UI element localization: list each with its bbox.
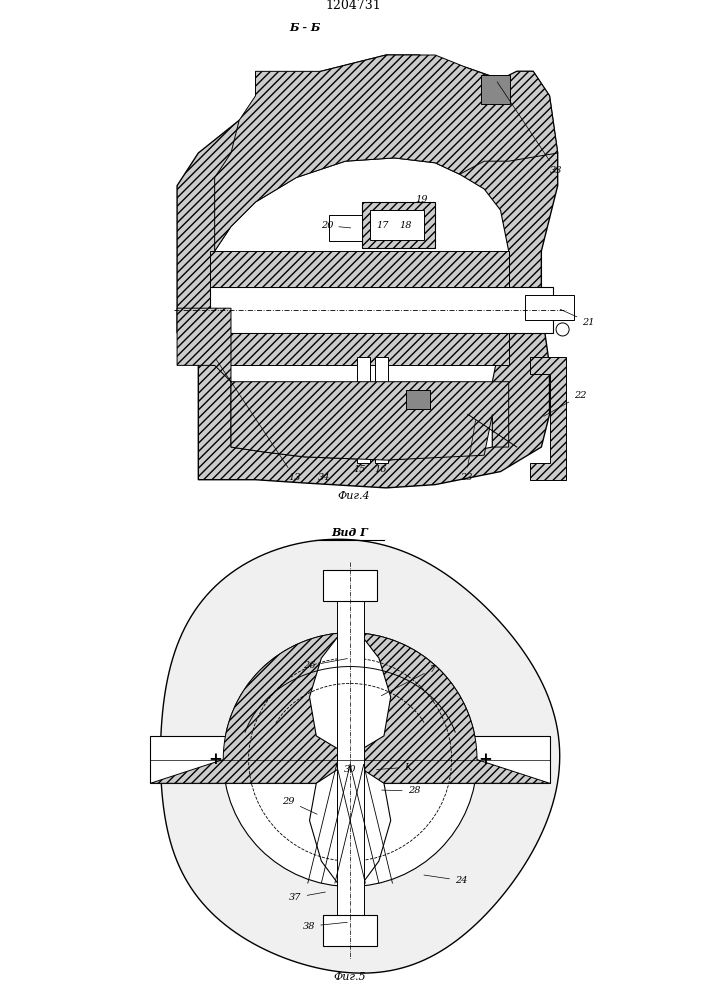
Polygon shape: [160, 539, 560, 973]
Text: 21: 21: [560, 309, 595, 327]
Bar: [323, 570, 378, 601]
Text: 1204731: 1204731: [326, 0, 381, 12]
Text: +: +: [479, 751, 492, 768]
Text: 33: 33: [497, 82, 562, 175]
Text: 7: 7: [381, 665, 436, 696]
Bar: [151, 736, 550, 783]
Text: 22: 22: [544, 391, 587, 416]
Bar: [357, 357, 370, 463]
Bar: [406, 390, 431, 409]
Polygon shape: [215, 158, 508, 460]
Polygon shape: [151, 633, 550, 783]
Text: 38: 38: [303, 922, 347, 931]
Text: Вид Г: Вид Г: [332, 527, 368, 538]
Circle shape: [556, 323, 569, 336]
Bar: [375, 357, 388, 463]
Text: 34: 34: [317, 473, 330, 482]
Polygon shape: [177, 55, 558, 488]
Text: 18: 18: [399, 221, 411, 230]
Text: 29: 29: [282, 797, 317, 814]
Text: 28: 28: [382, 786, 420, 795]
Text: 19: 19: [416, 195, 428, 204]
Polygon shape: [210, 251, 508, 287]
Polygon shape: [310, 621, 391, 756]
Circle shape: [223, 633, 477, 886]
Text: Б - Б: Б - Б: [288, 22, 320, 33]
Text: K: K: [377, 763, 411, 772]
Bar: [323, 915, 378, 946]
Text: 20: 20: [321, 221, 351, 230]
Text: 37: 37: [289, 892, 325, 902]
Text: 26: 26: [303, 659, 347, 670]
Bar: [525, 295, 574, 320]
Polygon shape: [231, 382, 508, 460]
Polygon shape: [362, 202, 436, 248]
Text: 30: 30: [344, 765, 356, 774]
Bar: [481, 75, 510, 104]
Bar: [370, 210, 423, 240]
Text: 23: 23: [460, 420, 476, 482]
Polygon shape: [215, 55, 558, 251]
Bar: [329, 215, 362, 241]
Text: +: +: [208, 751, 222, 768]
Text: 13: 13: [216, 360, 300, 482]
Polygon shape: [177, 308, 231, 382]
Polygon shape: [210, 333, 508, 365]
Text: Фиг.5: Фиг.5: [334, 972, 366, 982]
Polygon shape: [310, 761, 391, 900]
Text: Фиг.4: Фиг.4: [337, 491, 370, 501]
Polygon shape: [530, 357, 566, 480]
Text: 17: 17: [376, 221, 389, 230]
Text: 24: 24: [424, 875, 467, 885]
Text: 16: 16: [375, 465, 387, 474]
Bar: [210, 287, 553, 333]
Bar: [337, 590, 363, 922]
Text: 15: 15: [354, 465, 366, 474]
